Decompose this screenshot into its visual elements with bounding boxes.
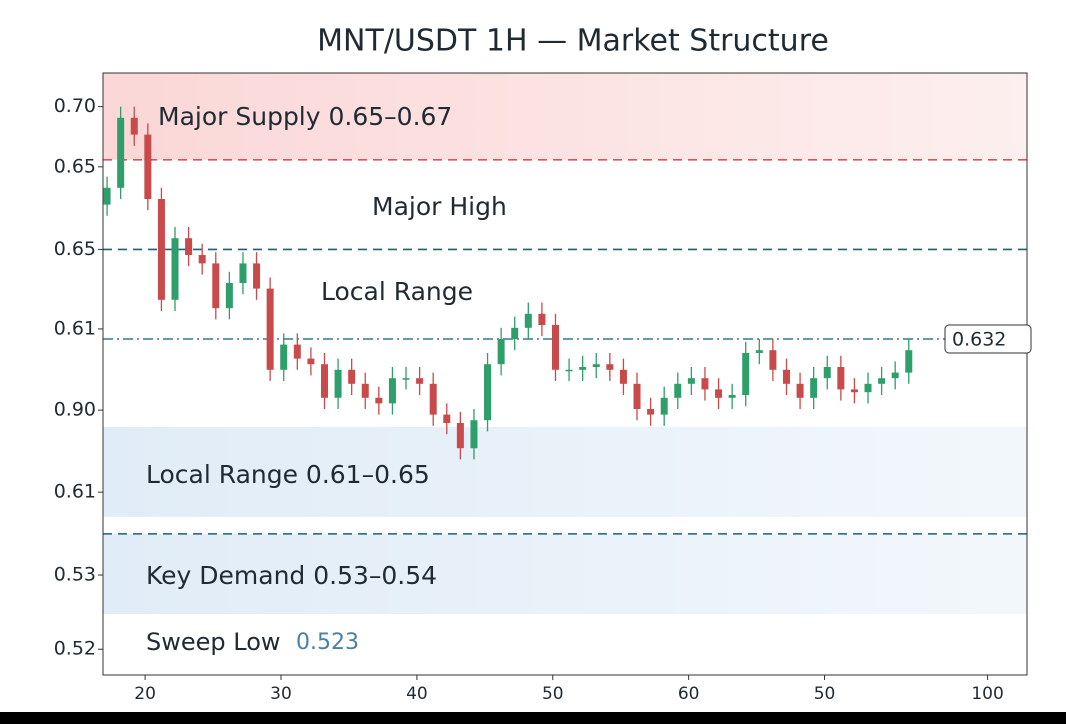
candle-body: [497, 339, 505, 365]
price-tag: [944, 324, 1032, 354]
candle-body: [103, 187, 111, 205]
candle-body: [647, 409, 655, 415]
candle-body: [402, 378, 410, 380]
candle-body: [878, 378, 886, 384]
candle-body: [320, 364, 328, 398]
y-tick-label: 0.70: [54, 95, 96, 117]
x-tick-label: 20: [134, 684, 156, 704]
candle-body: [361, 383, 369, 398]
candle-body: [769, 350, 777, 370]
y-tick-label: 0.61: [54, 481, 96, 503]
candle-body: [185, 238, 193, 255]
zone-fade: [103, 426, 1027, 517]
candle-body: [810, 378, 818, 398]
y-tick-label: 0.52: [54, 638, 96, 660]
candle-body: [606, 364, 614, 370]
candle-body: [796, 383, 804, 398]
candle-body: [225, 283, 233, 309]
candle-body: [280, 344, 288, 370]
bottom-bar: [0, 712, 1066, 724]
candle-body: [565, 369, 573, 372]
candle-body: [837, 367, 845, 390]
price-tag-label: 0.632: [952, 329, 1006, 351]
candle-body: [348, 369, 356, 384]
candle-body: [239, 263, 247, 283]
candle-body: [130, 117, 138, 135]
candle-body: [198, 255, 206, 264]
plot-frame: [102, 72, 1028, 676]
candle-body: [157, 199, 165, 300]
x-tick-label: 50: [542, 684, 564, 704]
y-tick-label: 0.65: [54, 155, 96, 177]
candle-body: [375, 397, 383, 404]
candle-body: [117, 117, 125, 188]
candle-body: [429, 383, 437, 415]
candle-body: [823, 367, 831, 379]
sweep-value: 0.523: [296, 630, 359, 655]
zone-label: Major Supply 0.65–0.67: [158, 102, 452, 131]
candle-body: [334, 369, 342, 398]
candle-body: [674, 383, 682, 398]
candle-body: [212, 263, 220, 309]
candle-body: [266, 288, 274, 370]
candle-body: [592, 364, 600, 367]
chart-title: MNT/USDT 1H — Market Structure: [317, 24, 829, 59]
candle-body: [293, 344, 301, 359]
candle-body: [755, 350, 763, 353]
candle-body: [782, 369, 790, 384]
candle-body: [470, 420, 478, 449]
candle-body: [891, 372, 899, 379]
level-label: Major High: [372, 192, 507, 221]
y-tick-label: 0.61: [54, 317, 96, 339]
x-tick-label: 30: [270, 684, 292, 704]
zone-label: Key Demand 0.53–0.54: [146, 561, 437, 590]
y-tick-label: 0.90: [54, 399, 96, 421]
candle-body: [864, 383, 872, 393]
candle-body: [728, 395, 736, 398]
candle-body: [687, 378, 695, 384]
zone-fade: [103, 73, 1027, 160]
x-tick-label: 40: [406, 684, 428, 704]
candle-body: [850, 389, 858, 393]
candle-body: [538, 313, 546, 325]
x-tick-label: 50: [814, 684, 836, 704]
candle-body: [416, 378, 424, 384]
candle-body: [253, 263, 261, 289]
zone-label: Local Range 0.61–0.65: [146, 460, 430, 489]
y-tick-label: 0.65: [54, 238, 96, 260]
candle-body: [660, 397, 668, 415]
candle-body: [443, 414, 451, 423]
level-label: Local Range: [321, 277, 473, 306]
x-tick-label: 100: [971, 684, 1003, 704]
candle-body: [619, 369, 627, 384]
candle-body: [144, 134, 152, 199]
y-tick-label: 0.53: [54, 564, 96, 586]
candle-body: [715, 389, 723, 398]
candle-body: [905, 350, 913, 373]
candle-body: [701, 378, 709, 390]
candle-body: [307, 358, 315, 365]
candle-body: [484, 364, 492, 421]
candle-body: [579, 367, 587, 370]
candle-body: [456, 423, 464, 449]
x-tick-label: 60: [678, 684, 700, 704]
candle-body: [388, 378, 396, 404]
candle-body: [524, 313, 532, 328]
candle-body: [511, 327, 519, 339]
candle-body: [633, 383, 641, 409]
candle-body: [551, 325, 559, 370]
candle-body: [742, 353, 750, 395]
zone-fade: [103, 533, 1027, 614]
candle-body: [171, 238, 179, 300]
sweep-label: Sweep Low: [146, 628, 281, 656]
